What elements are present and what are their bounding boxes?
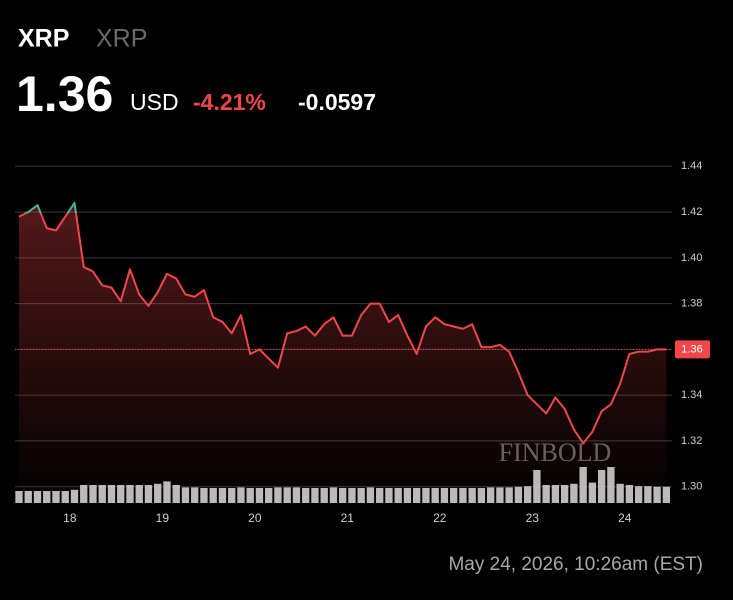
y-tick-label: 1.32 <box>681 435 702 447</box>
x-tick-label: 18 <box>63 511 77 525</box>
last-price-label: 1.36 <box>681 343 702 355</box>
area <box>19 202 667 505</box>
y-tick-label: 1.44 <box>681 160 702 172</box>
timestamp: May 24, 2026, 10:26am (EST) <box>448 554 703 575</box>
y-tick-label: 1.34 <box>681 389 702 401</box>
y-tick-label: 1.38 <box>681 298 702 310</box>
y-tick-label: 1.30 <box>681 481 702 493</box>
y-tick-label: 1.42 <box>681 206 702 218</box>
last-price-box <box>675 340 710 359</box>
currency: USD <box>130 89 179 115</box>
x-tick-label: 20 <box>248 511 262 525</box>
symbol: XRP <box>18 25 69 53</box>
asset-name: XRP <box>96 25 147 53</box>
change: -0.0597 <box>298 89 376 115</box>
price-line <box>18 201 667 445</box>
x-tick-label: 22 <box>433 511 447 525</box>
y-tick-label: 1.40 <box>681 252 702 264</box>
price: 1.36 <box>16 66 113 122</box>
x-tick-label: 19 <box>156 511 170 525</box>
x-tick-label: 21 <box>341 511 355 525</box>
change-pct: -4.21% <box>193 89 266 115</box>
x-tick-label: 24 <box>618 511 632 525</box>
x-tick-label: 23 <box>526 511 540 525</box>
